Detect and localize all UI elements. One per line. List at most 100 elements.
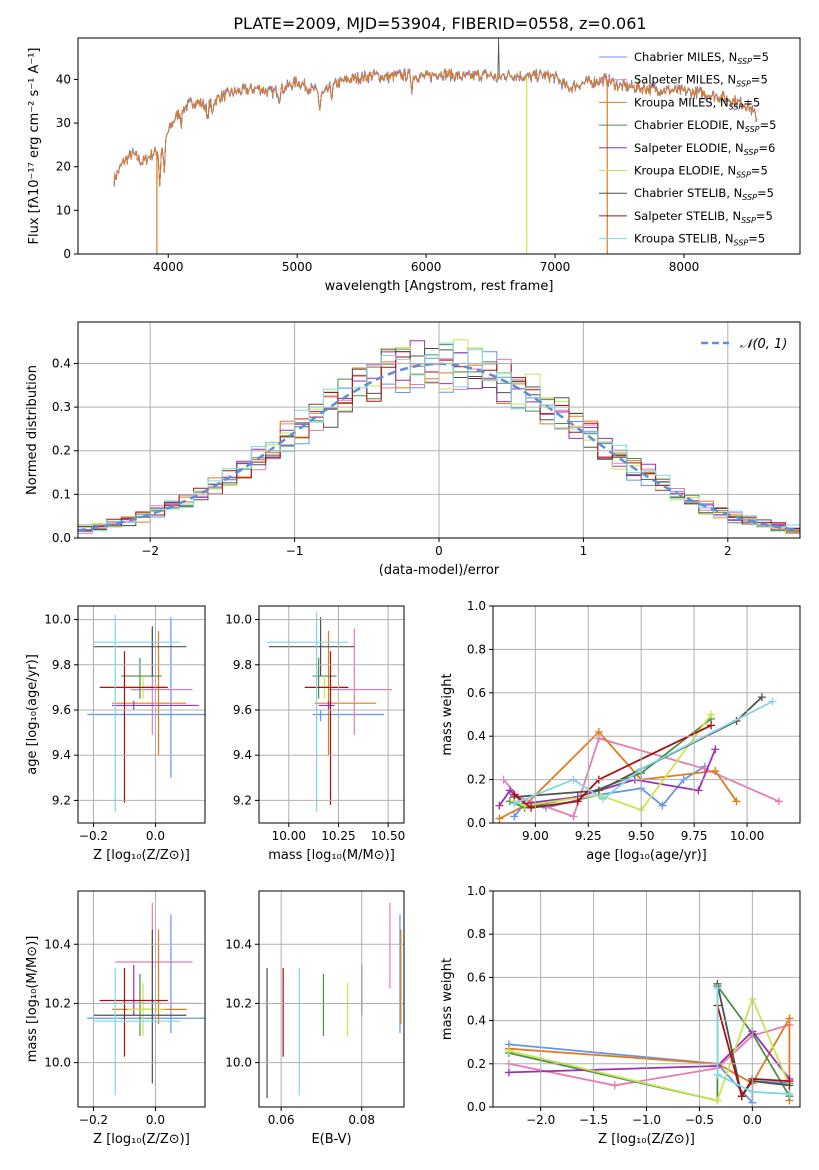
y-tick-label: 9.4: [52, 748, 71, 762]
x-tick-label: −2: [141, 544, 159, 558]
weight-marker-salpeter_stelib: [573, 797, 582, 806]
weight-marker-kroupa_elodie: [713, 1096, 722, 1105]
legend-n-label: , N: [728, 141, 744, 155]
legend-n-value: 5: [758, 232, 765, 246]
legend-n-label: , N: [720, 164, 736, 178]
weight-marker-salpeter_miles: [774, 797, 783, 806]
x-tick-label: 10.25: [321, 829, 355, 843]
weight-marker-salpeter_miles: [610, 1081, 619, 1090]
legend-n-subscript: SSP: [734, 239, 749, 248]
y-axis-label: Flux [fλ10⁻¹⁷ erg cm⁻² s⁻¹ A⁻¹]: [27, 48, 42, 245]
weight-marker-chabrier_stelib: [594, 786, 603, 795]
x-axis-label: mass [log₁₀(M/M⊙)]: [268, 848, 395, 863]
x-tick-label: −0.2: [79, 1113, 108, 1127]
x-tick-label: −0.2: [79, 829, 108, 843]
y-tick-label: 0.2: [52, 444, 71, 458]
legend-n-subscript: SSP: [737, 57, 752, 66]
legend-entry: Salpeter STELIB, NSSP=5: [634, 209, 773, 225]
weight-marker-chabrier_miles: [658, 801, 667, 810]
y-tick-label: 10: [56, 203, 71, 217]
legend-n-value: 5: [767, 186, 774, 200]
weight-marker-kroupa_miles: [711, 766, 720, 775]
x-tick-label: 10.00: [272, 829, 306, 843]
legend-entry: Salpeter MILES, NSSP=5: [634, 73, 768, 89]
weight-marker-salpeter_elodie: [495, 801, 504, 810]
weight-line-chabrier_miles: [508, 1043, 790, 1106]
legend-label: Kroupa MILES: [634, 95, 713, 109]
panel-mass_vs_Z: −0.2 0.0 10.0 10.2 10.4 Z [log₁₀(Z/Z⊙)] mass […: [25, 890, 206, 1147]
weight-marker-salpeter_miles: [569, 812, 578, 821]
y-axis-label: mass weight: [440, 673, 455, 755]
legend-label: Chabrier MILES: [634, 50, 721, 64]
plot-area: [266, 612, 393, 812]
y-tick-label: 0.4: [52, 356, 71, 370]
spectrum-line-kroupa_miles: [113, 67, 758, 186]
legend-n-value: 5: [760, 164, 767, 178]
legend-n-label: , N: [726, 186, 742, 200]
weight-marker-kroupa_miles: [495, 814, 504, 823]
weight-marker-kroupa_elodie: [504, 1046, 513, 1055]
legend-label: Salpeter MILES: [634, 73, 720, 87]
weight-line-kroupa_elodie: [508, 996, 791, 1102]
plot-area: [113, 38, 758, 254]
axes-frame: [258, 890, 405, 1108]
y-tick-label: 0.0: [52, 531, 71, 545]
y-tick-label: 10.0: [225, 1056, 252, 1070]
legend-n-subscript: SSP: [742, 193, 757, 202]
y-tick-label: 0.8: [467, 927, 486, 941]
legend-n-label: , N: [721, 50, 737, 64]
y-axis-label: mass weight: [440, 958, 455, 1040]
legend-equals: =: [748, 232, 758, 246]
y-tick-label: 0.2: [467, 1057, 486, 1071]
y-axis-label: Normed distribution: [25, 365, 40, 495]
y-tick-label: 9.4: [233, 748, 252, 762]
x-tick-label: 2: [724, 544, 732, 558]
y-tick-label: 0.0: [467, 816, 486, 830]
legend-n-subscript: SSP: [729, 102, 744, 111]
y-tick-label: 30: [56, 116, 71, 130]
y-tick-label: 0: [63, 247, 71, 261]
y-tick-label: 10.2: [44, 996, 71, 1010]
y-tick-label: 9.6: [233, 703, 252, 717]
legend-equals: =: [752, 50, 762, 64]
x-tick-label: 9.75: [681, 829, 708, 843]
x-tick-label: 0.08: [348, 1113, 375, 1127]
legend-n-subscript: SSP: [744, 148, 759, 157]
panel-weight_vs_age: 9.00 9.25 9.50 9.75 10.00 0.0 0.2 0.4 0.6 0.8 1.0 a…: [440, 599, 801, 863]
y-tick-label: 9.2: [233, 793, 252, 807]
x-tick-label: 0.0: [146, 1113, 165, 1127]
weight-marker-kroupa_stelib: [713, 1070, 722, 1079]
weight-marker-chabrier_miles: [510, 812, 519, 821]
legend-label: Chabrier ELODIE: [634, 118, 729, 132]
weight-marker-kroupa_stelib: [510, 799, 519, 808]
x-tick-label: −1.0: [632, 1113, 661, 1127]
x-tick-label: 0.0: [146, 829, 165, 843]
legend-entry: Kroupa MILES, NSSP=5: [634, 95, 760, 111]
x-tick-label: 1: [580, 544, 588, 558]
x-tick-label: 7000: [540, 260, 571, 274]
x-tick-label: 0.06: [268, 1113, 295, 1127]
legend-n-value: 5: [760, 73, 767, 87]
legend-n-subscript: SSP: [745, 125, 760, 134]
axes-frame: [492, 605, 801, 824]
panel-age_vs_Z: −0.2 0.0 9.2 9.4 9.6 9.8 10.0 Z [log₁₀(Z/Z⊙)] ag…: [25, 605, 206, 863]
legend-entry: Kroupa ELODIE, NSSP=5: [634, 164, 768, 180]
legend-label: Kroupa ELODIE: [634, 164, 720, 178]
figure-title: PLATE=2009, MJD=53904, FIBERID=0558, z=0…: [233, 14, 646, 33]
legend-label: Salpeter ELODIE: [634, 141, 728, 155]
panel-mass_vs_ebv: 0.06 0.08 10.0 10.2 10.4 E(B-V): [225, 890, 405, 1147]
y-tick-label: 1.0: [467, 599, 486, 613]
legend-entry: Chabrier MILES, NSSP=5: [634, 50, 769, 66]
y-tick-label: 10.2: [225, 996, 252, 1010]
weight-marker-kroupa_miles: [732, 797, 741, 806]
legend-entry: Chabrier STELIB, NSSP=5: [634, 186, 774, 202]
weight-marker-salpeter_elodie: [694, 786, 703, 795]
legend-n-label: , N: [725, 209, 741, 223]
panel-residuals: −2 −1 0 1 2 0.0 0.1 0.2 0.3 0.4 (data-model)/error…: [25, 321, 801, 578]
y-tick-label: 10.0: [44, 613, 71, 627]
legend-n-value: 6: [768, 141, 775, 155]
y-tick-label: 10.0: [44, 1056, 71, 1070]
legend-equals: =: [757, 186, 767, 200]
weight-line-kroupa_stelib: [716, 988, 790, 1095]
